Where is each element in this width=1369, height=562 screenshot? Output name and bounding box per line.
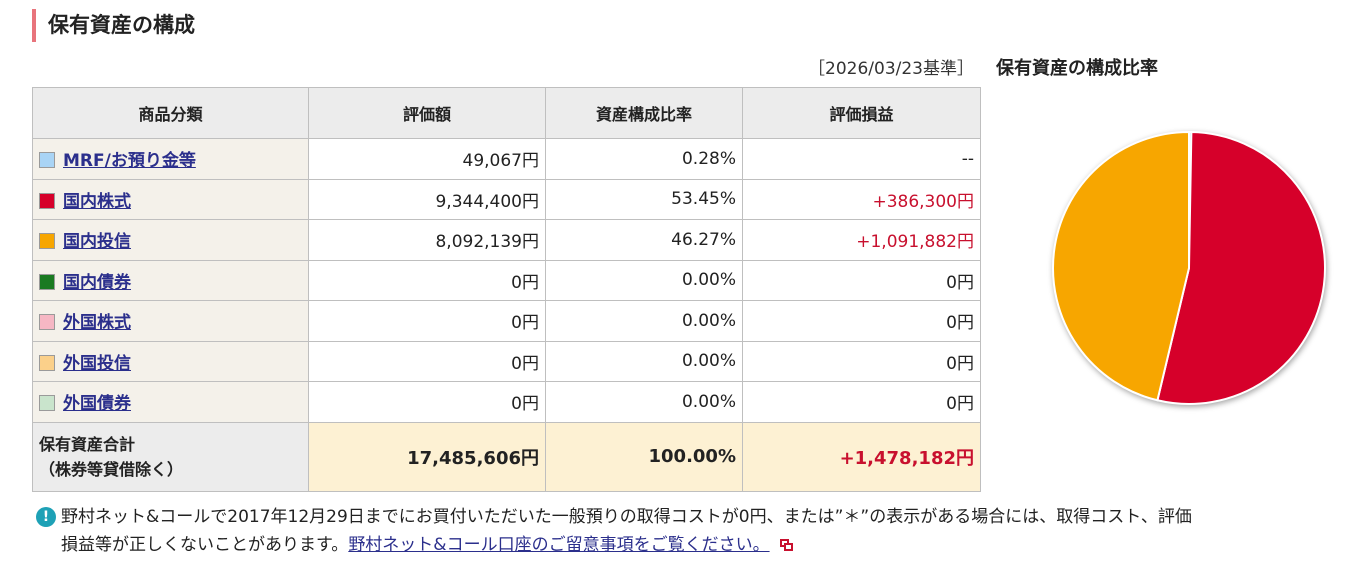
value-cell: 49,067円 (308, 138, 546, 180)
header-profit-loss: 評価損益 (742, 87, 981, 139)
category-cell: 外国株式 (32, 300, 309, 342)
legend-swatch (39, 314, 55, 331)
table-row: 国内株式 9,344,400円 53.45% +386,300円 (32, 178, 981, 220)
category-link[interactable]: 国内債券 (63, 272, 131, 293)
total-label-line2: （株券等貸借除く） (39, 459, 184, 479)
value-cell: 0円 (308, 259, 546, 301)
category-link[interactable]: 外国債券 (63, 394, 131, 415)
legend-swatch (39, 192, 55, 209)
profit-loss-cell: 0円 (742, 381, 981, 423)
composition-pie-chart (1047, 126, 1332, 411)
legend-swatch (39, 152, 55, 169)
category-link[interactable]: 国内投信 (63, 232, 131, 253)
chart-title: 保有資産の構成比率 (996, 58, 1158, 79)
category-cell: MRF/お預り金等 (32, 138, 309, 180)
profit-loss-cell: +386,300円 (742, 178, 981, 220)
category-link[interactable]: 外国株式 (63, 313, 131, 334)
legend-swatch (39, 395, 55, 412)
table-row: 外国株式 0円 0.00% 0円 (32, 300, 981, 342)
category-cell: 国内株式 (32, 178, 309, 220)
notice-line1: 野村ネット&コールで2017年12月29日までにお買付いただいた一般預りの取得コ… (61, 507, 1192, 527)
profit-loss-cell: +1,091,882円 (742, 219, 981, 261)
category-cell: 国内投信 (32, 219, 309, 261)
as-of-date: ［2026/03/23基準］ (808, 59, 974, 79)
total-label-line1: 保有資産合計 (39, 434, 136, 454)
header-ratio: 資産構成比率 (545, 87, 743, 139)
ratio-cell: 0.00% (545, 381, 743, 423)
ratio-cell: 53.45% (545, 178, 743, 220)
section-title: 保有資産の構成 (32, 9, 195, 42)
pie-svg (1052, 130, 1326, 405)
profit-loss-cell: 0円 (742, 259, 981, 301)
category-link[interactable]: MRF/お預り金等 (63, 151, 196, 172)
header-category: 商品分類 (32, 87, 309, 139)
total-profit-loss: +1,478,182円 (742, 421, 981, 492)
total-ratio: 100.00% (545, 421, 743, 492)
ratio-cell: 0.00% (545, 300, 743, 342)
total-row: 保有資産合計 （株券等貸借除く） 17,485,606円 100.00% +1,… (32, 421, 981, 492)
ratio-cell: 0.00% (545, 259, 743, 301)
table-header-row: 商品分類 評価額 資産構成比率 評価損益 (32, 87, 981, 139)
header-value: 評価額 (308, 87, 546, 139)
notice-line2-text: 損益等が正しくないことがあります。 (61, 535, 349, 555)
notice-link[interactable]: 野村ネット&コール口座のご留意事項をご覧ください。 (348, 535, 770, 555)
ratio-cell: 46.27% (545, 219, 743, 261)
pie-slice (1052, 130, 1190, 402)
value-cell: 0円 (308, 381, 546, 423)
profit-loss-cell: 0円 (742, 340, 981, 382)
profit-loss-cell: -- (742, 138, 981, 180)
value-cell: 0円 (308, 300, 546, 342)
external-window-icon[interactable] (779, 539, 794, 551)
category-cell: 国内債券 (32, 259, 309, 301)
info-exclamation-icon: ! (36, 507, 56, 527)
table-row: 国内投信 8,092,139円 46.27% +1,091,882円 (32, 219, 981, 261)
table-row: MRF/お預り金等 49,067円 0.28% -- (32, 138, 981, 180)
holdings-table: 商品分類 評価額 資産構成比率 評価損益 MRF/お預り金等 49,067円 0.2… (32, 87, 981, 492)
profit-loss-cell: 0円 (742, 300, 981, 342)
category-link[interactable]: 国内株式 (63, 191, 131, 212)
value-cell: 8,092,139円 (308, 219, 546, 261)
category-cell: 外国債券 (32, 381, 309, 423)
ratio-cell: 0.00% (545, 340, 743, 382)
pie-slice (1156, 131, 1326, 405)
legend-swatch (39, 273, 55, 290)
legend-swatch (39, 233, 55, 250)
category-link[interactable]: 外国投信 (63, 353, 131, 374)
value-cell: 9,344,400円 (308, 178, 546, 220)
value-cell: 0円 (308, 340, 546, 382)
table-row: 国内債券 0円 0.00% 0円 (32, 259, 981, 301)
table-row: 外国投信 0円 0.00% 0円 (32, 340, 981, 382)
ratio-cell: 0.28% (545, 138, 743, 180)
legend-swatch (39, 354, 55, 371)
total-value: 17,485,606円 (308, 421, 546, 492)
notice-line2: 損益等が正しくないことがあります。野村ネット&コール口座のご留意事項をご覧くださ… (61, 531, 794, 559)
category-cell: 外国投信 (32, 340, 309, 382)
total-label: 保有資産合計 （株券等貸借除く） (32, 421, 309, 492)
table-row: 外国債券 0円 0.00% 0円 (32, 381, 981, 423)
